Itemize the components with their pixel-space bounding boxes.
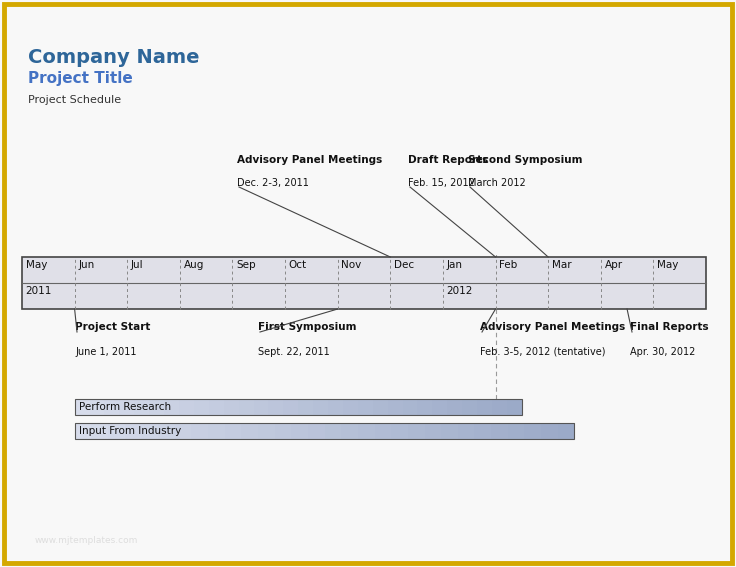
Bar: [269, 399, 284, 415]
Bar: [358, 423, 375, 439]
Bar: [134, 399, 149, 415]
Text: Dec: Dec: [394, 260, 414, 270]
Bar: [194, 399, 209, 415]
Text: www.mjtemplates.com: www.mjtemplates.com: [35, 536, 138, 545]
Bar: [375, 423, 392, 439]
Bar: [425, 423, 442, 439]
Text: Company Name: Company Name: [28, 48, 199, 67]
Bar: [164, 399, 180, 415]
Text: May: May: [657, 260, 679, 270]
Text: June 1, 2011: June 1, 2011: [75, 347, 136, 357]
Text: Sept. 22, 2011: Sept. 22, 2011: [258, 347, 330, 357]
Bar: [90, 399, 105, 415]
Bar: [209, 399, 224, 415]
Bar: [507, 399, 523, 415]
Bar: [432, 399, 447, 415]
Text: Draft Reports: Draft Reports: [408, 155, 488, 165]
Text: Apr: Apr: [604, 260, 623, 270]
Text: Feb. 3-5, 2012 (tentative): Feb. 3-5, 2012 (tentative): [480, 347, 606, 357]
Bar: [308, 423, 325, 439]
Bar: [158, 423, 175, 439]
Text: Project Title: Project Title: [28, 71, 132, 86]
Bar: [313, 399, 328, 415]
Bar: [174, 423, 192, 439]
Bar: [179, 399, 194, 415]
Bar: [525, 423, 542, 439]
Bar: [541, 423, 559, 439]
Text: 2011: 2011: [26, 286, 52, 296]
Bar: [325, 423, 342, 439]
Text: Aug: Aug: [183, 260, 204, 270]
Text: Second Symposium: Second Symposium: [468, 155, 582, 165]
Bar: [508, 423, 525, 439]
Bar: [492, 399, 507, 415]
Bar: [124, 423, 142, 439]
Bar: [342, 423, 358, 439]
Bar: [253, 399, 269, 415]
Bar: [462, 399, 478, 415]
Bar: [105, 399, 120, 415]
Text: Jul: Jul: [131, 260, 144, 270]
Text: Final Reports: Final Reports: [630, 322, 709, 332]
Bar: [74, 399, 90, 415]
Bar: [441, 423, 459, 439]
Text: 2012: 2012: [447, 286, 473, 296]
Bar: [491, 423, 509, 439]
Text: Perform Research: Perform Research: [79, 402, 171, 412]
Bar: [224, 399, 239, 415]
Text: Apr. 30, 2012: Apr. 30, 2012: [630, 347, 696, 357]
Bar: [91, 423, 108, 439]
Bar: [141, 423, 158, 439]
Text: May: May: [26, 260, 47, 270]
Bar: [458, 423, 475, 439]
Bar: [22, 257, 706, 309]
Text: Feb: Feb: [499, 260, 517, 270]
Bar: [238, 399, 254, 415]
Bar: [343, 399, 358, 415]
Bar: [224, 423, 241, 439]
Text: Mar: Mar: [552, 260, 571, 270]
Text: Jun: Jun: [78, 260, 94, 270]
Text: Dec. 2-3, 2011: Dec. 2-3, 2011: [237, 178, 309, 188]
Bar: [191, 423, 208, 439]
Bar: [388, 399, 403, 415]
Bar: [408, 423, 425, 439]
Bar: [275, 423, 291, 439]
Text: March 2012: March 2012: [468, 178, 526, 188]
Text: Sep: Sep: [236, 260, 256, 270]
Bar: [108, 423, 125, 439]
Bar: [558, 423, 575, 439]
Text: Project Schedule: Project Schedule: [28, 95, 121, 105]
Bar: [74, 399, 522, 415]
Bar: [447, 399, 463, 415]
Bar: [258, 423, 275, 439]
Text: Nov: Nov: [342, 260, 361, 270]
Text: Advisory Panel Meetings: Advisory Panel Meetings: [237, 155, 382, 165]
Bar: [149, 399, 165, 415]
Text: Jan: Jan: [447, 260, 463, 270]
Bar: [392, 423, 408, 439]
Text: First Symposium: First Symposium: [258, 322, 356, 332]
Bar: [241, 423, 258, 439]
Bar: [328, 399, 344, 415]
Bar: [372, 399, 388, 415]
Text: Advisory Panel Meetings: Advisory Panel Meetings: [480, 322, 626, 332]
Bar: [298, 399, 314, 415]
Bar: [74, 423, 92, 439]
Bar: [74, 423, 575, 439]
Bar: [417, 399, 433, 415]
Bar: [119, 399, 135, 415]
Text: Project Start: Project Start: [75, 322, 150, 332]
Bar: [291, 423, 308, 439]
Bar: [283, 399, 299, 415]
Bar: [208, 423, 225, 439]
Text: Feb. 15, 2012: Feb. 15, 2012: [408, 178, 475, 188]
Bar: [358, 399, 373, 415]
Text: Input From Industry: Input From Industry: [79, 426, 181, 436]
Bar: [477, 399, 492, 415]
Text: Oct: Oct: [289, 260, 307, 270]
Bar: [403, 399, 418, 415]
Bar: [475, 423, 492, 439]
